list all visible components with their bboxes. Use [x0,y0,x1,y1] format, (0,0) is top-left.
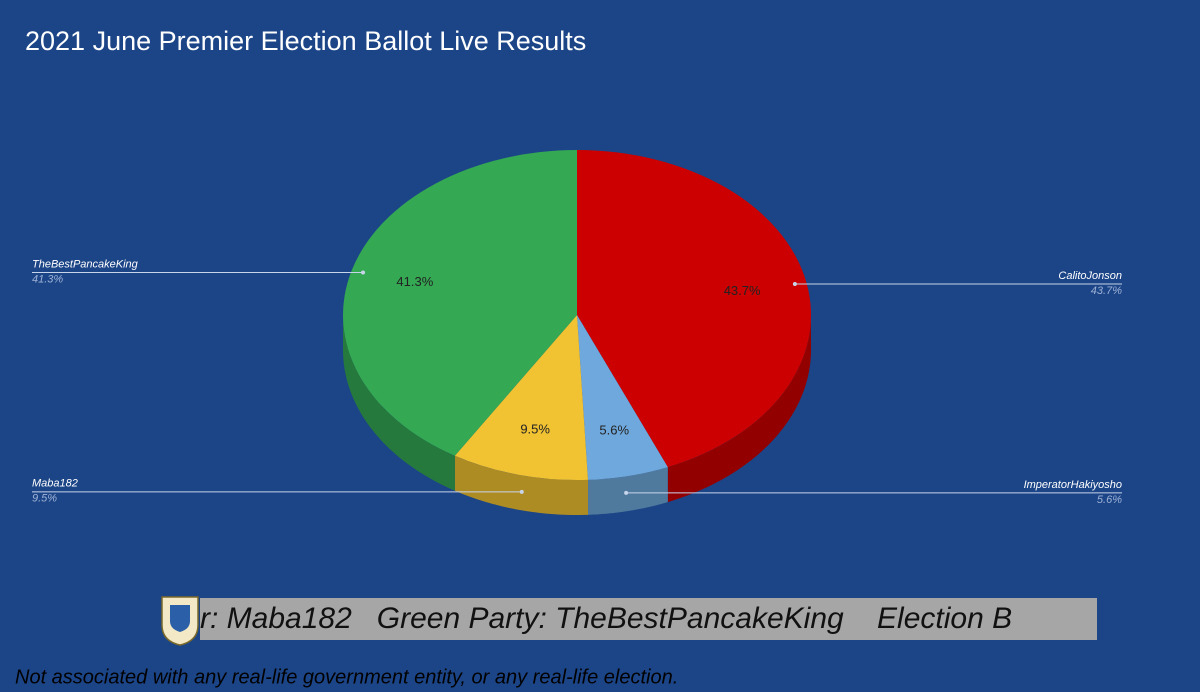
emblem [161,596,199,646]
legend-name: Maba182 [32,478,78,490]
pie-slice [342,150,577,456]
leader-dot [792,281,797,286]
legend-name: CalitoJonson [1058,270,1122,282]
legend-value: 9.5% [32,493,57,505]
legend-name: TheBestPancakeKing [32,258,139,270]
leader-dot [624,490,629,495]
pie-slice [577,150,811,468]
pie-side [454,455,589,515]
pie-side [588,467,668,515]
slice-label: 41.3% [396,274,433,289]
slice-label: 5.6% [599,422,629,437]
pie-side [667,315,811,503]
pie: 43.7% CalitoJonson 43.7% 5.6% ImperatorHakiy… [32,150,1122,515]
legend-value: 41.3% [32,273,63,285]
disclaimer: Not associated with any real-life govern… [15,666,678,688]
legend-value: 43.7% [1091,285,1122,297]
legend-value: 5.6% [1097,494,1122,506]
pie-slice [454,315,589,481]
slice-label: 43.7% [724,283,761,298]
chart-title: 2021 June Premier Election Ballot Live R… [25,26,586,56]
ticker-text: r: Maba182 Green Party: TheBestPancakeKi… [200,602,1012,635]
leader-dot [519,489,524,494]
ticker-clip: r: Maba182 Green Party: TheBestPancakeKi… [200,602,1012,635]
slice-label: 9.5% [520,422,550,437]
leader-dot [361,270,366,275]
ticker-bar [200,598,1097,640]
pie-slice [577,315,668,480]
legend-name: ImperatorHakiyosho [1024,479,1122,491]
pie-side [343,315,455,491]
